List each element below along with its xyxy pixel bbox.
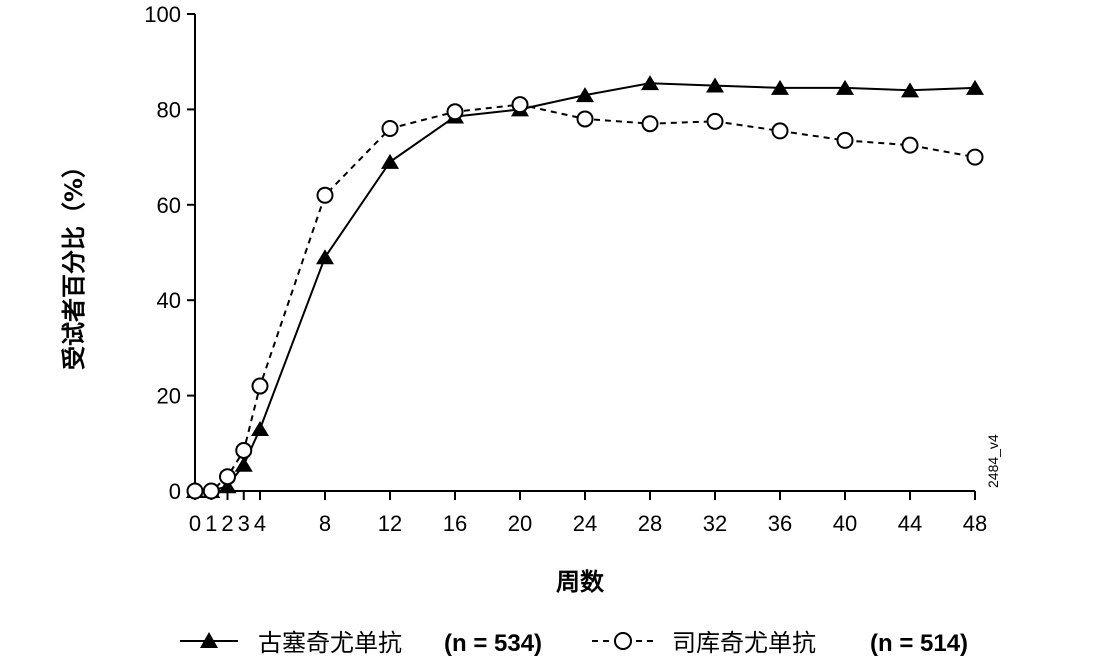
x-tick-label: 8 [319,511,331,536]
legend-item-1: 司库奇尤单抗 (n = 514) [592,629,968,657]
data-point [576,110,594,128]
x-tick-label: 1 [205,511,217,536]
x-tick-label: 4 [254,511,266,536]
data-point [202,482,220,500]
legend-n-1: (n = 514) [870,630,968,657]
data-point [511,96,529,114]
data-point [251,377,269,395]
x-tick-label: 32 [703,511,727,536]
x-tick-label: 12 [378,511,402,536]
x-tick-label: 3 [238,511,250,536]
data-point [381,153,399,169]
data-point [966,148,984,166]
data-point [706,77,724,93]
y-axis-title: 受试者百分比（%） [60,154,88,370]
y-ticks: 0 20 40 60 80 100 [144,2,195,504]
series-1 [186,96,984,500]
legend-item-0: 古塞奇尤单抗 (n = 534) [180,629,542,657]
figure-code: 2484_v4 [985,434,1001,488]
data-point [218,478,237,494]
data-point [836,79,854,95]
data-point [771,122,789,140]
data-point [771,79,789,95]
y-tick-label: 80 [157,97,181,122]
series-layer [186,75,984,500]
legend-marker-0 [200,632,218,648]
data-point [219,468,236,486]
data-point [836,131,854,149]
legend: 古塞奇尤单抗 (n = 534) 司库奇尤单抗 (n = 514) [180,629,968,657]
x-tick-label: 28 [638,511,662,536]
data-point [641,115,659,133]
data-point [641,75,659,91]
x-tick-label: 16 [443,511,467,536]
data-point [316,186,334,204]
y-tick-label: 60 [157,193,181,218]
y-tick-label: 100 [144,2,181,27]
data-point [446,103,464,121]
x-tick-label: 36 [768,511,792,536]
data-point [966,79,984,95]
x-tick-label: 0 [189,511,201,536]
x-axis-title: 周数 [556,568,605,596]
x-tick-label: 44 [898,511,922,536]
x-tick-label: 20 [508,511,532,536]
data-point [576,87,594,103]
x-tick-label: 48 [963,511,987,536]
x-ticks: 0 1 2 3 4 8 12 16 20 24 28 32 36 40 44 48 [189,491,987,536]
legend-marker-1 [614,632,632,650]
axes [194,14,975,492]
x-tick-label: 40 [833,511,857,536]
x-tick-label: 24 [573,511,597,536]
y-tick-label: 20 [157,384,181,409]
data-point [381,119,399,137]
data-point [901,136,919,154]
x-tick-label: 2 [221,511,233,536]
legend-n-0: (n = 534) [444,630,542,657]
data-point [901,82,919,98]
data-point [316,249,334,265]
series-0 [186,75,984,498]
legend-label-0: 古塞奇尤单抗 [258,629,402,657]
legend-label-1: 司库奇尤单抗 [672,629,816,657]
data-point [186,482,204,500]
data-point [235,441,253,459]
data-point [706,112,724,130]
y-tick-label: 40 [157,288,181,313]
data-point [251,420,269,436]
data-point [234,456,253,472]
y-tick-label: 0 [169,479,181,504]
series-line-0 [195,82,976,492]
series-line-1 [195,103,976,492]
